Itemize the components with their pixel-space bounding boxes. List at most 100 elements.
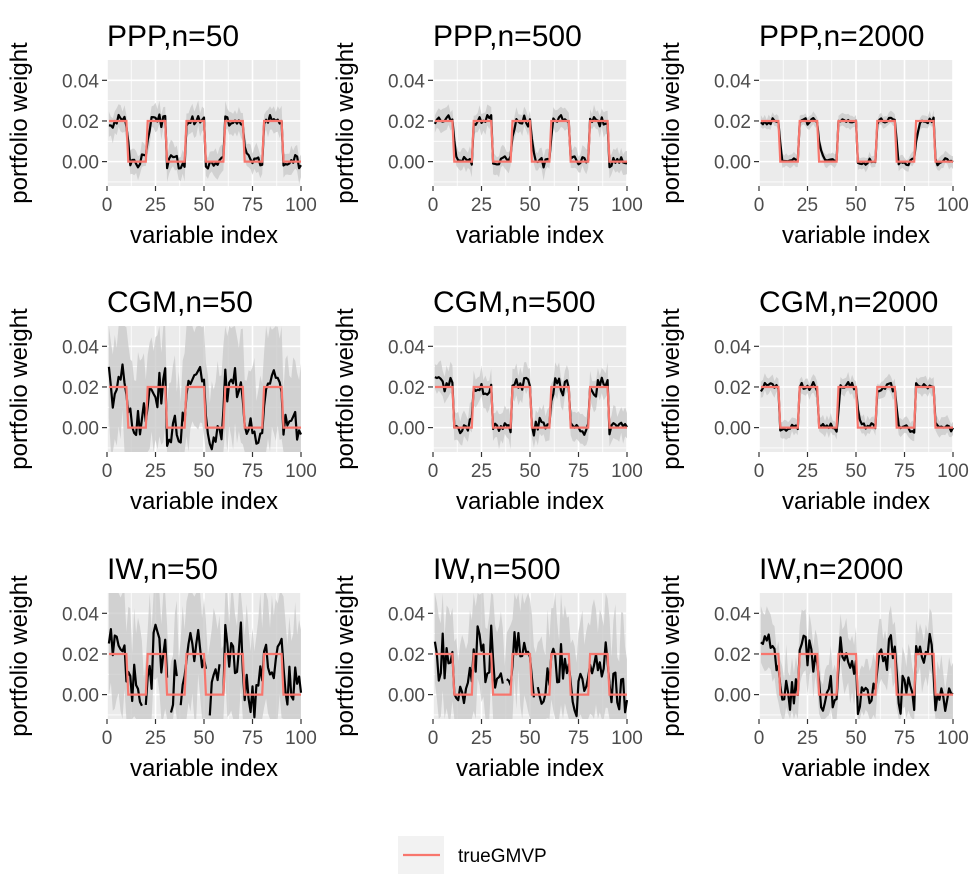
x-tick-label: 50 (519, 461, 540, 482)
true-gmvp-line (760, 119, 953, 163)
x-tick-label: 75 (242, 461, 263, 482)
x-tick-label: 50 (845, 461, 866, 482)
x-tick-label: 100 (611, 728, 643, 749)
y-tick-label: 0.00 (62, 686, 99, 707)
panel-iw-n2000: IW,n=2000 0 25 50 75 100 0.00 0.02 0.04 variable … (658, 553, 969, 782)
x-axis-title: variable index (456, 222, 604, 249)
y-axis-title: portfolio weight (6, 308, 33, 470)
x-tick-label: 0 (102, 195, 113, 216)
legend: trueGMVP (398, 836, 547, 874)
x-axis-title: variable index (782, 488, 930, 515)
true-gmvp-line (760, 385, 953, 429)
y-tick-label: 0.04 (714, 71, 751, 92)
panel-iw-n500: IW,n=500 0 25 50 75 100 0.00 0.02 0.04 variable i… (332, 553, 643, 782)
x-axis-title: variable index (782, 755, 930, 782)
panel-title: CGM,n=500 (433, 286, 596, 319)
true-gmvp-line (108, 385, 301, 429)
x-tick-label: 25 (145, 461, 166, 482)
x-tick-label: 75 (242, 195, 263, 216)
x-tick-label: 75 (894, 195, 915, 216)
x-tick-label: 25 (145, 728, 166, 749)
y-tick-label: 0.04 (388, 337, 425, 358)
x-tick-label: 100 (285, 195, 317, 216)
y-axis-title: portfolio weight (6, 42, 33, 204)
panel-cgm-n50: CGM,n=50 0 25 50 75 100 0.00 0.02 0.04 variable i… (6, 286, 317, 515)
y-axis-title: portfolio weight (6, 575, 33, 737)
x-tick-label: 50 (193, 728, 214, 749)
panel-ppp-n500: PPP,n=500 0 25 50 75 100 0.00 0.02 0.04 variable … (332, 20, 643, 249)
x-tick-label: 100 (285, 461, 317, 482)
x-tick-label: 0 (428, 461, 439, 482)
x-tick-label: 50 (519, 195, 540, 216)
x-tick-label: 50 (193, 461, 214, 482)
x-tick-label: 0 (428, 728, 439, 749)
x-tick-label: 0 (754, 195, 765, 216)
panel-iw-n50: IW,n=50 0 25 50 75 100 0.00 0.02 0.04 variable in… (6, 553, 317, 782)
y-tick-label: 0.02 (714, 378, 751, 399)
x-tick-label: 100 (937, 728, 969, 749)
y-tick-label: 0.00 (62, 153, 99, 174)
y-tick-label: 0.02 (62, 112, 99, 133)
x-axis-title: variable index (130, 488, 278, 515)
x-tick-label: 25 (797, 195, 818, 216)
true-gmvp-line (108, 652, 301, 696)
y-axis-title: portfolio weight (332, 575, 359, 737)
panel-cgm-n500: CGM,n=500 0 25 50 75 100 0.00 0.02 0.04 variable … (332, 286, 643, 515)
x-tick-label: 75 (568, 461, 589, 482)
y-tick-label: 0.04 (388, 604, 425, 625)
y-tick-label: 0.02 (62, 645, 99, 666)
x-tick-label: 25 (471, 195, 492, 216)
panel-title: PPP,n=500 (433, 20, 582, 53)
y-tick-label: 0.00 (388, 419, 425, 440)
y-tick-label: 0.04 (714, 604, 751, 625)
y-tick-label: 0.00 (62, 419, 99, 440)
x-tick-label: 75 (894, 461, 915, 482)
legend-label: trueGMVP (458, 846, 547, 867)
x-tick-label: 75 (568, 728, 589, 749)
x-tick-label: 0 (754, 728, 765, 749)
x-tick-label: 25 (471, 728, 492, 749)
panel-ppp-n2000: PPP,n=2000 0 25 50 75 100 0.00 0.02 0.04 variable… (658, 20, 969, 249)
true-gmvp-line (434, 119, 627, 163)
x-tick-label: 0 (754, 461, 765, 482)
x-tick-label: 75 (242, 728, 263, 749)
y-axis-title: portfolio weight (332, 42, 359, 204)
y-tick-label: 0.02 (388, 378, 425, 399)
true-gmvp-line (760, 652, 953, 696)
true-gmvp-line (434, 385, 627, 429)
x-tick-label: 0 (102, 461, 113, 482)
x-tick-label: 100 (611, 195, 643, 216)
x-tick-label: 25 (145, 195, 166, 216)
x-axis-title: variable index (456, 488, 604, 515)
panel-title: CGM,n=2000 (759, 286, 938, 319)
x-tick-label: 75 (894, 728, 915, 749)
x-axis-title: variable index (782, 222, 930, 249)
y-tick-label: 0.02 (714, 112, 751, 133)
x-axis-title: variable index (456, 755, 604, 782)
y-axis-title: portfolio weight (332, 308, 359, 470)
true-gmvp-line (108, 119, 301, 163)
y-tick-label: 0.00 (714, 419, 751, 440)
y-tick-label: 0.04 (714, 337, 751, 358)
panel-title: CGM,n=50 (107, 286, 253, 319)
y-axis-title: portfolio weight (658, 42, 685, 204)
panel-ppp-n50: PPP,n=50 0 25 50 75 100 0.00 0.02 0.04 variable i… (6, 20, 317, 249)
estimate-line (107, 621, 303, 719)
panel-title: IW,n=500 (433, 553, 561, 586)
panel-cgm-n2000: CGM,n=2000 0 25 50 75 100 0.00 0.02 0.04 variable… (658, 286, 969, 515)
x-tick-label: 50 (519, 728, 540, 749)
x-axis-title: variable index (130, 222, 278, 249)
y-tick-label: 0.02 (714, 645, 751, 666)
x-tick-label: 25 (471, 461, 492, 482)
panel-title: PPP,n=50 (107, 20, 239, 53)
y-tick-label: 0.00 (388, 153, 425, 174)
x-tick-label: 50 (845, 728, 866, 749)
x-tick-label: 50 (845, 195, 866, 216)
x-tick-label: 25 (797, 728, 818, 749)
y-tick-label: 0.04 (62, 337, 99, 358)
x-tick-label: 50 (193, 195, 214, 216)
y-tick-label: 0.04 (62, 604, 99, 625)
x-tick-label: 100 (937, 461, 969, 482)
y-tick-label: 0.04 (388, 71, 425, 92)
